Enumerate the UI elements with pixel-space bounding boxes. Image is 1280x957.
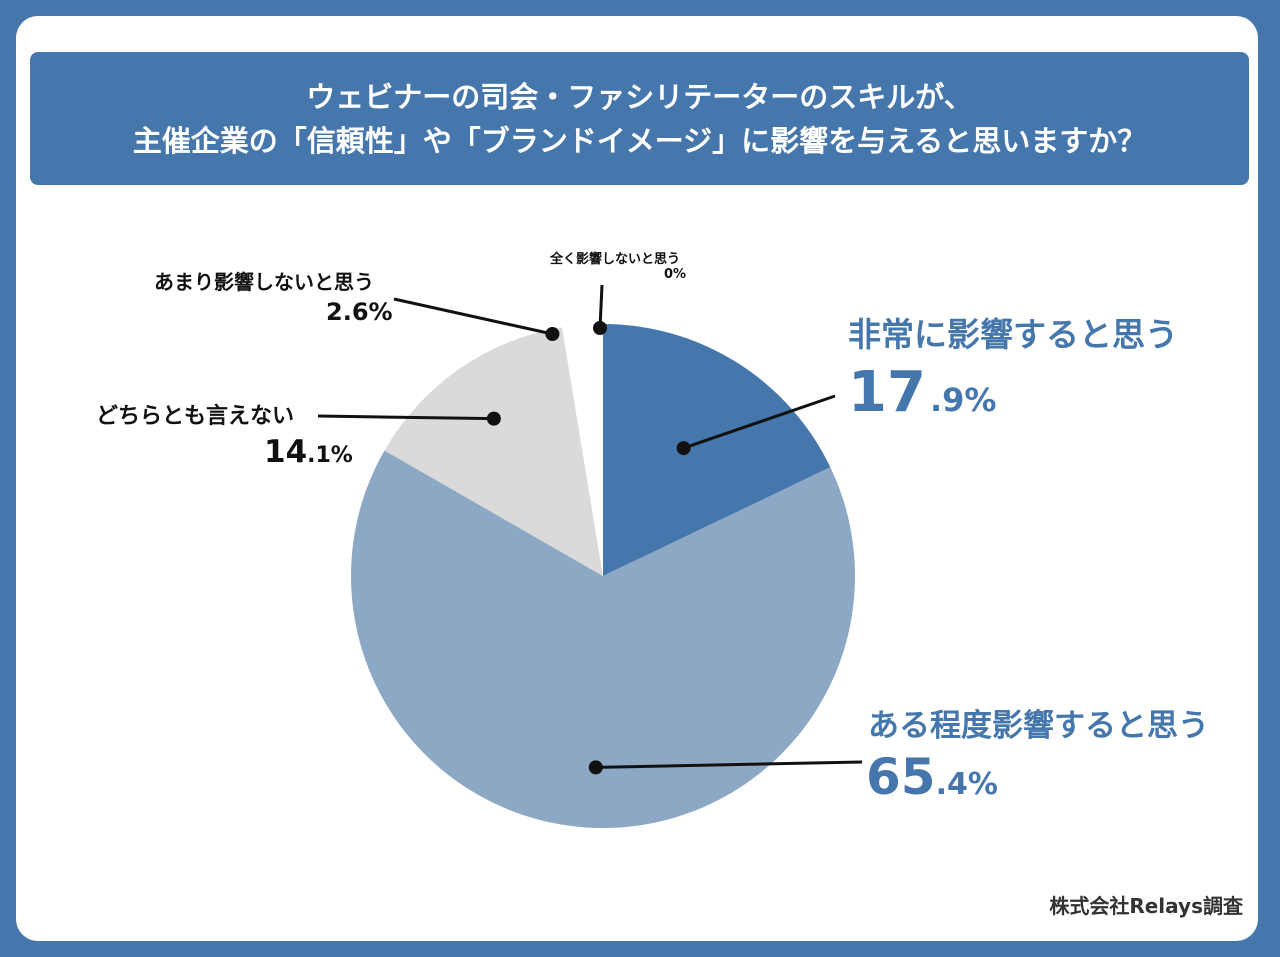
slice-somewhat-agree xyxy=(351,450,856,828)
label-neutral: どちらとも言えない xyxy=(96,404,295,429)
title-line-1: ウェビナーの司会・ファシリテーターのスキルが、 xyxy=(306,79,973,114)
label-somewhat-agree: ある程度影響すると思う xyxy=(868,708,1209,744)
leader-neutral xyxy=(317,414,494,421)
dot-neutral xyxy=(486,411,501,426)
source-credit: 株式会社Relays調査 xyxy=(1049,894,1243,918)
dot-strongly-disagree xyxy=(593,321,607,335)
slice-strongly-agree xyxy=(603,324,831,576)
value-strongly-agree-dec: .9% xyxy=(929,381,997,419)
label-strongly-disagree: 全く影響しないと思う xyxy=(550,252,681,267)
slice-neutral xyxy=(384,327,603,576)
leader-somewhat-agree xyxy=(595,760,863,769)
leader-strongly-disagree xyxy=(598,284,604,329)
title-line-2: 主催企業の「信頼性」や「ブランドイメージ」に影響を与えると思いますか？ xyxy=(132,123,1147,158)
dot-slightly-disagree xyxy=(545,327,560,341)
dot-strongly-agree xyxy=(676,441,691,456)
value-somewhat-agree-dec: .4% xyxy=(935,767,998,802)
label-strongly-agree: 非常に影響すると思う xyxy=(848,315,1178,354)
leader-slightly-disagree xyxy=(393,297,553,336)
value-neutral-dec: .1% xyxy=(307,443,353,468)
value-neutral: 14.1% xyxy=(264,434,353,470)
value-slightly-disagree: 2.6% xyxy=(326,298,393,326)
leader-strongly-agree xyxy=(683,394,836,450)
value-somewhat-agree: 65.4% xyxy=(866,748,998,806)
value-strongly-agree-int: 17 xyxy=(848,360,926,425)
title-banner: ウェビナーの司会・ファシリテーターのスキルが、 主催企業の「信頼性」や「ブランド… xyxy=(30,52,1249,185)
dot-somewhat-agree xyxy=(588,760,603,775)
value-strongly-agree: 17.9% xyxy=(848,360,996,425)
value-somewhat-agree-int: 65 xyxy=(866,748,936,806)
value-strongly-disagree: 0% xyxy=(664,267,687,282)
label-slightly-disagree: あまり影響しないと思う xyxy=(154,270,374,294)
value-neutral-int: 14 xyxy=(264,434,308,470)
slice-slightly-disagree xyxy=(562,324,603,576)
